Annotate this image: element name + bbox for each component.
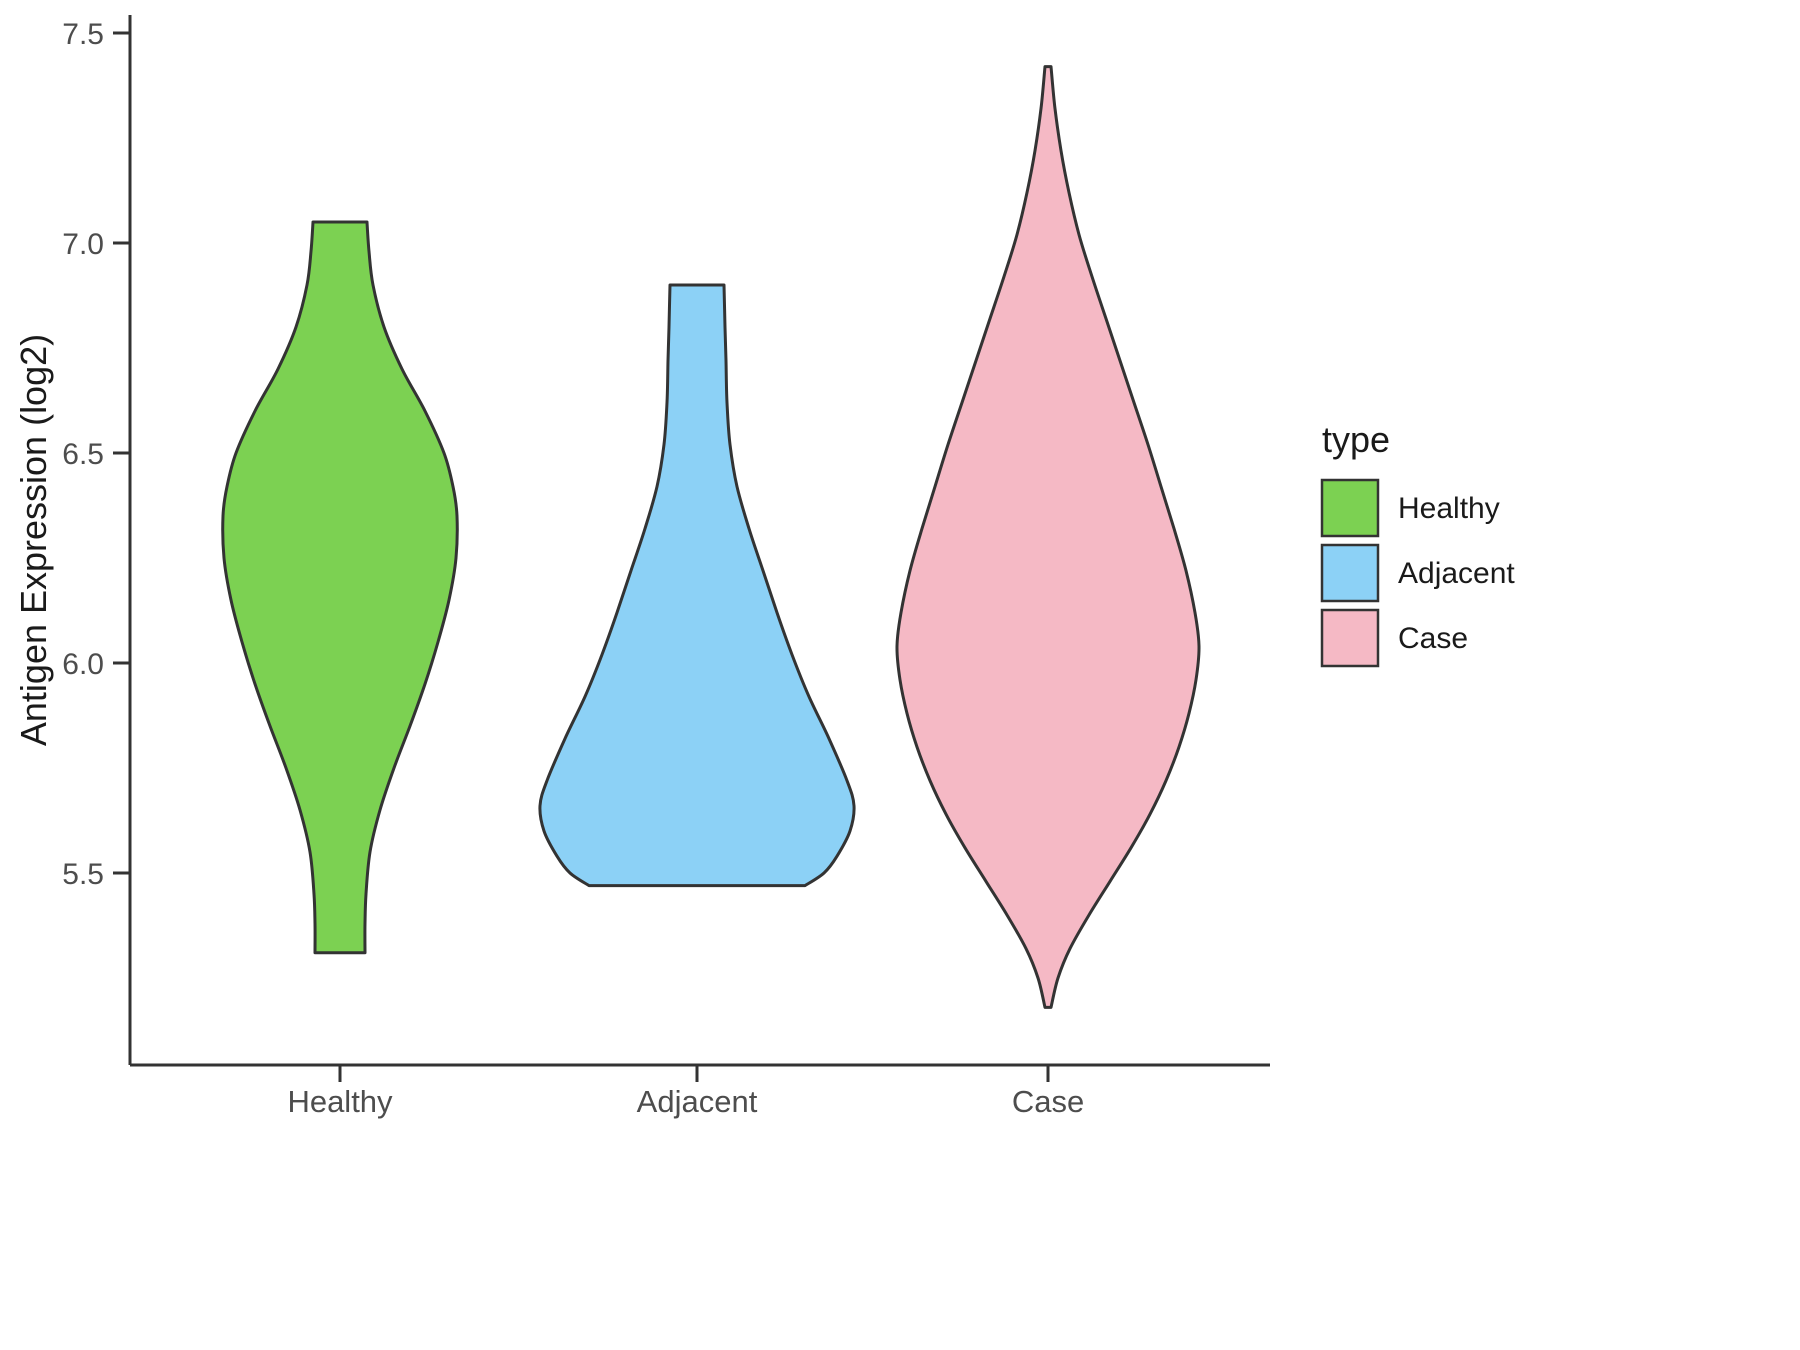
violin-group xyxy=(221,65,1201,1009)
y-tick-label: 5.5 xyxy=(62,858,104,891)
legend-label: Case xyxy=(1398,622,1468,655)
x-category-label: Case xyxy=(1012,1084,1084,1119)
y-axis-title: Antigen Expression (log2) xyxy=(13,334,54,746)
violin-adjacent xyxy=(538,283,856,888)
y-tick-label: 7.5 xyxy=(62,18,104,51)
legend-title: type xyxy=(1322,419,1390,460)
x-category-label: Adjacent xyxy=(637,1084,758,1119)
y-axis: 7.5 7.0 6.5 6.0 5.5 xyxy=(62,15,132,1065)
legend-label: Adjacent xyxy=(1398,557,1515,590)
violin-healthy xyxy=(221,220,459,955)
legend-swatch-healthy xyxy=(1320,478,1380,538)
legend-swatch-case xyxy=(1320,608,1380,668)
legend: type Healthy Adjacent Case xyxy=(1320,419,1515,668)
y-tick-label: 6.5 xyxy=(62,438,104,471)
legend-swatch-adjacent xyxy=(1320,543,1380,603)
y-tick-label: 6.0 xyxy=(62,648,104,681)
y-tick-label: 7.0 xyxy=(62,228,104,261)
violin-case xyxy=(895,65,1201,1009)
x-axis: Healthy Adjacent Case xyxy=(130,1063,1270,1119)
legend-label: Healthy xyxy=(1398,492,1500,525)
x-category-label: Healthy xyxy=(287,1084,393,1119)
